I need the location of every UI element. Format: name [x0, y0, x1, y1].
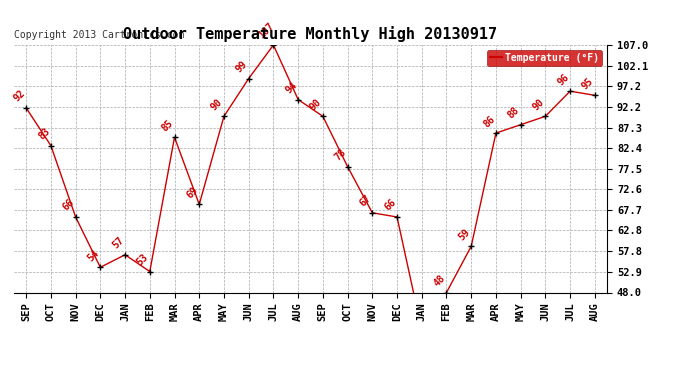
Text: 67: 67 — [357, 193, 373, 208]
Text: 85: 85 — [160, 118, 175, 133]
Text: 96: 96 — [555, 72, 571, 87]
Text: 90: 90 — [209, 97, 225, 112]
Text: 39: 39 — [0, 374, 1, 375]
Text: 59: 59 — [457, 227, 472, 242]
Text: 48: 48 — [432, 273, 447, 288]
Text: 57: 57 — [110, 235, 126, 250]
Text: 54: 54 — [86, 248, 101, 263]
Text: 107: 107 — [257, 21, 276, 41]
Text: 92: 92 — [12, 88, 27, 104]
Text: 86: 86 — [482, 114, 497, 129]
Text: 69: 69 — [185, 185, 200, 200]
Text: 90: 90 — [308, 97, 324, 112]
Text: 99: 99 — [234, 59, 249, 74]
Text: 66: 66 — [382, 198, 397, 213]
Text: 94: 94 — [284, 80, 299, 95]
Text: 78: 78 — [333, 147, 348, 162]
Legend: Temperature (°F): Temperature (°F) — [487, 50, 602, 66]
Title: Outdoor Temperature Monthly High 20130917: Outdoor Temperature Monthly High 2013091… — [124, 27, 497, 42]
Text: 66: 66 — [61, 198, 77, 213]
Text: 88: 88 — [506, 105, 522, 120]
Text: 83: 83 — [37, 126, 52, 141]
Text: Copyright 2013 Cartronics.com: Copyright 2013 Cartronics.com — [14, 30, 184, 40]
Text: 95: 95 — [580, 76, 595, 91]
Text: 90: 90 — [531, 97, 546, 112]
Text: 53: 53 — [135, 252, 150, 267]
